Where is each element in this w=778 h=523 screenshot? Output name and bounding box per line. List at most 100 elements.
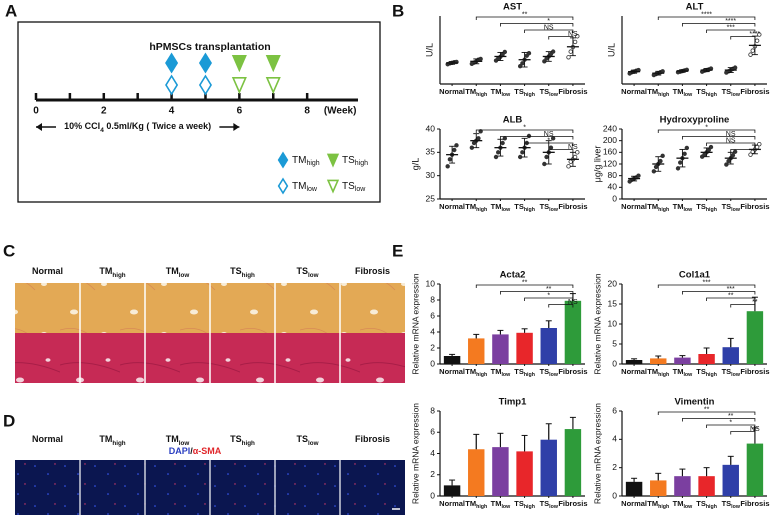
histology-label-main: Normal — [32, 266, 63, 276]
data-point — [550, 49, 556, 54]
x-tick-label-main: TS — [696, 87, 706, 96]
significance-label: * — [729, 420, 732, 427]
significance-bracket — [682, 136, 756, 140]
y-tick-label: 4 — [612, 434, 617, 444]
histology-label: Fibrosis — [355, 266, 390, 276]
bar — [650, 358, 667, 364]
stain-sep: / — [190, 446, 193, 456]
data-point — [675, 166, 681, 171]
significance-label: NS — [544, 131, 554, 138]
data-point — [636, 173, 641, 178]
legend-marker — [326, 179, 340, 194]
bar — [625, 360, 643, 364]
week-label: 2 — [101, 106, 107, 117]
x-tick-label-main: TM — [647, 87, 658, 96]
legend-label: TMhigh — [292, 155, 320, 168]
x-tick-label-sub: low — [731, 207, 741, 213]
y-tick-label: 15 — [608, 298, 618, 308]
x-tick-label-main: Fibrosis — [740, 367, 769, 376]
significance-bracket — [682, 418, 756, 422]
group-marker — [231, 77, 247, 95]
x-tick-label: TSlow — [540, 499, 559, 510]
y-tick-label: 6 — [612, 405, 617, 415]
panel-label: C — [3, 241, 15, 260]
x-tick-label: Fibrosis — [558, 367, 587, 376]
x-tick-label: TShigh — [696, 202, 717, 213]
x-tick-label-main: Fibrosis — [558, 87, 587, 96]
significance-label: ** — [704, 407, 710, 414]
fluorescence-label-main: TS — [296, 434, 308, 444]
fluorescence-label-sub: low — [308, 440, 319, 447]
x-tick-label-main: TS — [540, 499, 550, 508]
bar — [698, 476, 715, 496]
x-tick-label: TMlow — [491, 202, 512, 213]
significance-bracket — [500, 291, 574, 295]
y-axis-label: Relative mRNA expression — [592, 403, 602, 504]
chart-title: Col1a1 — [679, 270, 711, 281]
group-marker — [231, 55, 247, 73]
bar — [492, 334, 509, 364]
panel-label: E — [392, 241, 403, 260]
x-tick-label: Normal — [621, 202, 647, 211]
legend-label-sub: low — [306, 186, 317, 193]
y-tick-label: 8 — [430, 294, 435, 304]
fluorescence-label: TMhigh — [99, 434, 125, 447]
x-tick-label-main: Normal — [621, 499, 647, 508]
data-point — [496, 150, 501, 155]
x-tick-label-sub: high — [706, 207, 717, 213]
y-axis-label: μg/g liver — [592, 146, 602, 183]
x-tick-label: TMlow — [673, 87, 694, 98]
data-point — [658, 158, 663, 164]
x-tick-label: TSlow — [722, 367, 741, 378]
x-tick-label: TMlow — [673, 202, 694, 213]
bar — [625, 481, 643, 496]
y-tick-label: 0 — [612, 358, 617, 368]
data-point — [500, 140, 505, 146]
x-tick-label-sub: high — [524, 372, 535, 378]
x-tick-label-main: Fibrosis — [740, 499, 769, 508]
group-marker — [265, 77, 281, 95]
fluorescence-label: Normal — [32, 434, 63, 444]
x-tick-label-main: Normal — [621, 202, 647, 211]
y-tick-label: 0 — [612, 490, 617, 500]
data-point — [476, 136, 481, 141]
image-separators — [79, 460, 341, 515]
x-tick-label-main: TM — [491, 499, 502, 508]
significance-bracket — [657, 284, 756, 288]
x-tick-label-main: Normal — [621, 367, 647, 376]
fluorescence-label: Fibrosis — [355, 434, 390, 444]
significance-label: NS — [568, 299, 578, 306]
ccl4-pre: 10% CCl — [64, 121, 100, 131]
x-tick-label-sub: low — [501, 372, 511, 378]
x-tick-label-sub: low — [731, 92, 741, 98]
legend-label: TSlow — [342, 181, 366, 194]
bar — [492, 447, 509, 496]
histology-label-main: Fibrosis — [355, 266, 390, 276]
chart-title: Vimentin — [675, 397, 715, 408]
significance-label: ** — [728, 293, 734, 300]
panel-label: D — [3, 411, 15, 430]
x-tick-label: Fibrosis — [558, 202, 587, 211]
data-point — [502, 49, 508, 55]
bar — [564, 300, 582, 364]
x-tick-label-sub: low — [683, 207, 693, 213]
significance-bracket — [657, 411, 756, 415]
data-point — [568, 49, 573, 54]
y-tick-label: 20 — [608, 278, 618, 288]
significance-bracket — [706, 29, 756, 33]
significance-bracket — [524, 142, 574, 146]
x-tick-label: TMhigh — [647, 499, 669, 510]
y-tick-label: 10 — [608, 318, 618, 328]
x-tick-label-main: TM — [491, 202, 502, 211]
data-point — [732, 149, 738, 154]
y-axis-label: U/L — [606, 43, 616, 57]
data-point — [452, 147, 457, 153]
x-tick-label-sub: low — [501, 92, 511, 98]
histology-label-main: TM — [166, 266, 179, 276]
x-tick-label-main: Fibrosis — [740, 202, 769, 211]
data-point — [469, 145, 475, 150]
x-tick-label-main: Fibrosis — [740, 87, 769, 96]
x-tick-label-sub: high — [524, 92, 535, 98]
x-tick-label-sub: low — [731, 372, 741, 378]
x-tick-label-main: Normal — [439, 367, 465, 376]
